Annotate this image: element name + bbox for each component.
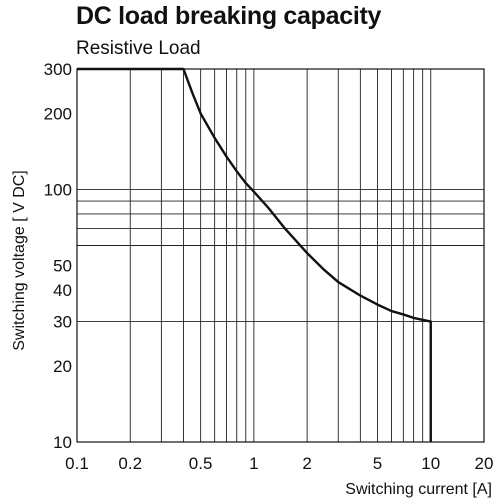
x-tick-label: 5 xyxy=(373,454,382,473)
y-tick-label: 50 xyxy=(53,256,72,275)
series-line xyxy=(77,67,432,442)
y-tick-label: 10 xyxy=(53,433,72,452)
x-tick-label: 0.2 xyxy=(118,454,142,473)
x-tick-label: 10 xyxy=(421,454,440,473)
plot-frame xyxy=(76,68,485,443)
x-tick-label: 2 xyxy=(302,454,311,473)
y-tick-label: 300 xyxy=(44,60,72,79)
y-tick-label: 100 xyxy=(44,180,72,199)
y-tick-labels: 10 20 30 40 50 100 200 300 xyxy=(44,60,72,452)
x-tick-label: 0.5 xyxy=(189,454,213,473)
y-tick-label: 200 xyxy=(44,104,72,123)
y-tick-label: 20 xyxy=(53,357,72,376)
y-tick-label: 40 xyxy=(53,281,72,300)
y-gridlines xyxy=(77,189,484,322)
y-axis-label: Switching voltage [ V DC] xyxy=(11,170,28,351)
chart-title: DC load breaking capacity xyxy=(76,2,382,30)
x-tick-label: 20 xyxy=(475,454,494,473)
x-tick-label: 0.1 xyxy=(65,454,89,473)
x-gridlines xyxy=(76,69,485,442)
x-axis-label: Switching current [A] xyxy=(345,481,492,498)
chart-subtitle: Resistive Load xyxy=(76,38,201,59)
series-layer xyxy=(77,67,432,442)
y-tick-label: 30 xyxy=(53,313,72,332)
x-tick-label: 1 xyxy=(249,454,258,473)
x-tick-labels: 0.1 0.2 0.5 1 2 5 10 20 xyxy=(65,454,493,473)
